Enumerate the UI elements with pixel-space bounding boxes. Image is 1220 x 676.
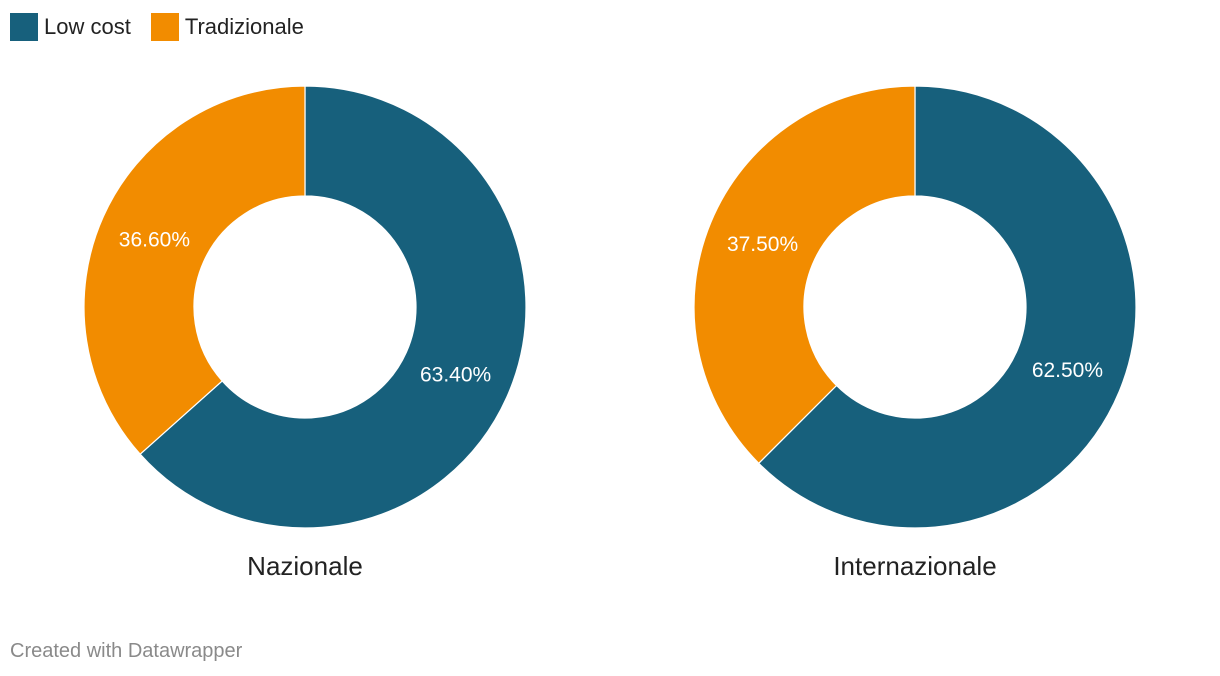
slice-tradizionale xyxy=(693,85,916,465)
legend-swatch-low-cost xyxy=(10,13,38,41)
legend: Low cost Tradizionale xyxy=(10,12,324,42)
legend-label-low-cost: Low cost xyxy=(44,14,131,39)
slice-label-tradizionale: 37.50% xyxy=(727,233,798,256)
legend-item-low-cost: Low cost xyxy=(10,12,131,42)
slice-tradizionale xyxy=(83,85,306,456)
slice-low-cost xyxy=(139,85,527,529)
slice-label-low-cost: 62.50% xyxy=(1032,359,1103,382)
donut-chart-internazionale: 62.50% 37.50% Internazionale xyxy=(693,85,1137,581)
legend-item-tradizionale: Tradizionale xyxy=(150,12,304,42)
donut-chart-nazionale: 63.40% 36.60% Nazionale xyxy=(83,85,527,581)
slice-label-low-cost: 63.40% xyxy=(420,363,491,386)
legend-swatch-tradizionale xyxy=(150,13,179,41)
slice-label-tradizionale: 36.60% xyxy=(119,229,190,252)
chart-title: Nazionale xyxy=(247,551,363,581)
footer-credit: Created with Datawrapper xyxy=(10,640,243,662)
slice-low-cost xyxy=(757,85,1137,529)
chart-title: Internazionale xyxy=(833,551,996,581)
legend-label-tradizionale: Tradizionale xyxy=(184,14,304,39)
